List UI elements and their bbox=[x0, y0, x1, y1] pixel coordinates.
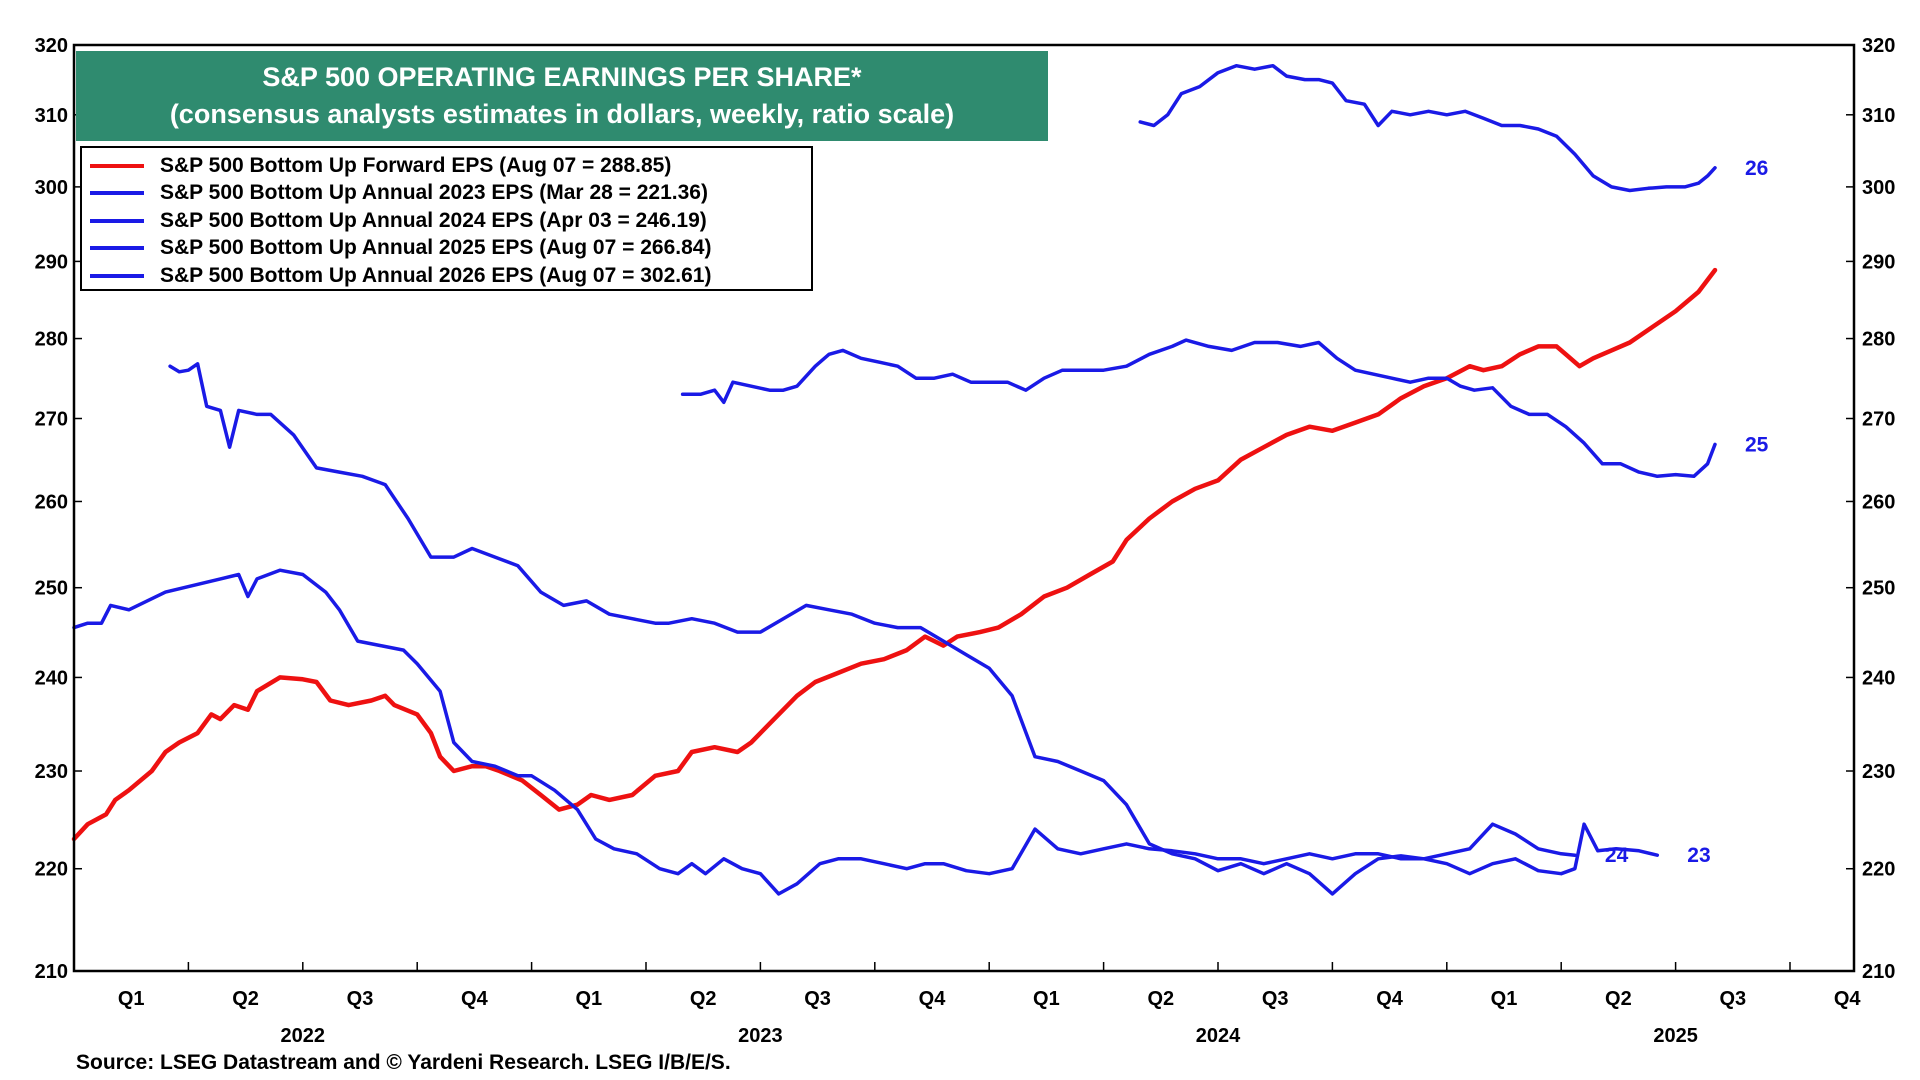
y-tick-label-left: 260 bbox=[35, 491, 68, 513]
series-line-1 bbox=[168, 362, 1660, 896]
x-tick-label: Q1 bbox=[1491, 988, 1518, 1010]
x-tick-label: Q4 bbox=[1834, 988, 1862, 1010]
legend-swatch-blue bbox=[90, 218, 144, 223]
chart-subtitle: (consensus analysts estimates in dollars… bbox=[169, 99, 955, 129]
x-tick-label: Q3 bbox=[1719, 988, 1746, 1010]
series-line-4 bbox=[1138, 63, 1717, 193]
legend-swatch-red bbox=[90, 163, 144, 168]
y-tick-label-right: 240 bbox=[1862, 667, 1895, 689]
y-tick-label-left: 270 bbox=[35, 409, 68, 431]
series-end-label: 24 bbox=[1605, 844, 1629, 867]
x-year-label: 2023 bbox=[738, 1025, 783, 1047]
x-tick-label: Q2 bbox=[1147, 988, 1174, 1010]
y-tick-label-left: 320 bbox=[35, 35, 68, 57]
legend: S&P 500 Bottom Up Forward EPS (Aug 07 = … bbox=[80, 146, 813, 291]
x-tick-label: Q4 bbox=[919, 988, 947, 1010]
legend-item-2025-eps: S&P 500 Bottom Up Annual 2025 EPS (Aug 0… bbox=[90, 235, 803, 263]
series-end-label: 25 bbox=[1745, 433, 1769, 456]
y-tick-label-right: 250 bbox=[1862, 578, 1895, 600]
series-end-label: 26 bbox=[1745, 157, 1768, 180]
y-tick-label-right: 290 bbox=[1862, 251, 1895, 273]
y-tick-label-left: 250 bbox=[35, 578, 68, 600]
y-tick-label-right: 220 bbox=[1862, 859, 1895, 881]
y-tick-label-right: 270 bbox=[1862, 409, 1895, 431]
chart-title: S&P 500 OPERATING EARNINGS PER SHARE* bbox=[262, 62, 862, 92]
legend-label: S&P 500 Bottom Up Annual 2023 EPS (Mar 2… bbox=[160, 181, 708, 205]
x-tick-label: Q1 bbox=[1033, 988, 1060, 1010]
series-line-0 bbox=[71, 267, 1718, 842]
x-tick-label: Q3 bbox=[347, 988, 374, 1010]
y-axis-left: 210 220 230 240 250 260 270 280 290 300 310 320 bbox=[35, 35, 82, 983]
x-tick-label: Q4 bbox=[1376, 988, 1404, 1010]
y-tick-label-left: 310 bbox=[35, 105, 68, 127]
x-tick-label: Q1 bbox=[118, 988, 145, 1010]
x-year-label: 2024 bbox=[1196, 1025, 1241, 1047]
chart-title-box: S&P 500 OPERATING EARNINGS PER SHARE* (c… bbox=[76, 51, 1048, 141]
y-tick-label-right: 230 bbox=[1862, 761, 1895, 783]
source-note: Source: LSEG Datastream and © Yardeni Re… bbox=[76, 1051, 731, 1074]
y-tick-label-left: 280 bbox=[35, 329, 68, 351]
y-tick-label-left: 220 bbox=[35, 859, 68, 881]
y-tick-label-left: 210 bbox=[35, 961, 68, 983]
legend-item-2023-eps: S&P 500 Bottom Up Annual 2023 EPS (Mar 2… bbox=[90, 180, 803, 208]
plot-frame bbox=[72, 43, 1856, 973]
x-tick-label: Q3 bbox=[1262, 988, 1289, 1010]
y-tick-label-left: 300 bbox=[35, 177, 68, 199]
legend-swatch-blue bbox=[90, 191, 144, 196]
x-axis: Q1 Q2 Q3 Q4 Q1 Q2 Q3 Q4 Q1 Q2 Q3 Q4 Q1 Q2 Q3 Q4 2022 2023… bbox=[73, 962, 1862, 1047]
x-tick-label: Q3 bbox=[804, 988, 831, 1010]
y-tick-label-left: 290 bbox=[35, 251, 68, 273]
y-tick-label-left: 240 bbox=[35, 667, 68, 689]
x-tick-label: Q1 bbox=[575, 988, 602, 1010]
legend-swatch-blue bbox=[90, 273, 144, 278]
legend-swatch-blue bbox=[90, 246, 144, 251]
y-tick-label-left: 230 bbox=[35, 761, 68, 783]
y-tick-label-right: 210 bbox=[1862, 961, 1895, 983]
x-tick-label: Q2 bbox=[1605, 988, 1632, 1010]
y-tick-label-right: 260 bbox=[1862, 491, 1895, 513]
x-tick-label: Q2 bbox=[690, 988, 717, 1010]
legend-item-forward-eps: S&P 500 Bottom Up Forward EPS (Aug 07 = … bbox=[90, 152, 803, 180]
series-end-label: 23 bbox=[1687, 844, 1710, 867]
x-tick-label: Q4 bbox=[461, 988, 489, 1010]
x-year-label: 2025 bbox=[1653, 1025, 1698, 1047]
y-tick-label-right: 300 bbox=[1862, 177, 1895, 199]
y-tick-label-right: 280 bbox=[1862, 329, 1895, 351]
series-line-3 bbox=[680, 338, 1717, 479]
y-tick-label-right: 320 bbox=[1862, 35, 1895, 57]
series-group: 23 24 25 26 bbox=[71, 63, 1769, 896]
legend-label: S&P 500 Bottom Up Annual 2026 EPS (Aug 0… bbox=[160, 263, 712, 287]
legend-label: S&P 500 Bottom Up Forward EPS (Aug 07 = … bbox=[160, 153, 672, 177]
series-line-2 bbox=[72, 568, 1577, 896]
legend-label: S&P 500 Bottom Up Annual 2024 EPS (Apr 0… bbox=[160, 208, 707, 232]
legend-item-2026-eps: S&P 500 Bottom Up Annual 2026 EPS (Aug 0… bbox=[90, 262, 803, 290]
y-tick-label-right: 310 bbox=[1862, 105, 1895, 127]
x-tick-label: Q2 bbox=[232, 988, 259, 1010]
x-year-label: 2022 bbox=[281, 1025, 326, 1047]
legend-item-2024-eps: S&P 500 Bottom Up Annual 2024 EPS (Apr 0… bbox=[90, 207, 803, 235]
y-axis-right: 210 220 230 240 250 260 270 280 290 300 310 320 bbox=[1846, 35, 1895, 983]
legend-label: S&P 500 Bottom Up Annual 2025 EPS (Aug 0… bbox=[160, 236, 712, 260]
